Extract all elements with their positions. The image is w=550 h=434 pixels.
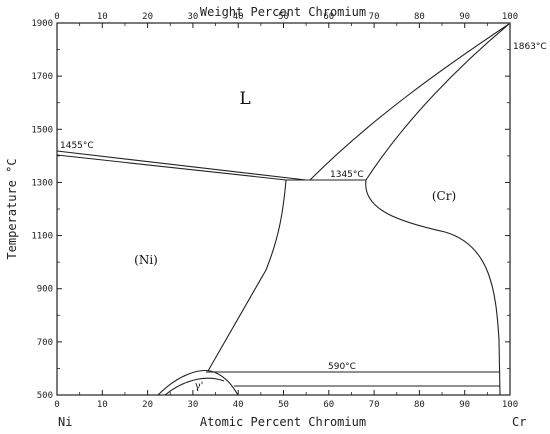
bottom-tick-label: 10 [97,400,108,410]
left-tick-label: 500 [37,391,53,401]
left-tick-label: 1700 [31,72,53,82]
left-tick-label: 700 [37,338,53,348]
annotation-ni-melting: 1455°C [60,141,94,151]
top-tick-label: 20 [142,12,153,22]
left-axis-title: Temperature °C [5,158,19,259]
liquidus-cr-side [309,23,510,181]
top-axis-ticks: 0 10 20 30 40 50 60 70 80 90 100 [54,12,518,28]
top-tick-label: 80 [414,12,425,22]
top-tick-label: 50 [278,12,289,22]
bottom-axis-ticks: 0 10 20 30 40 50 60 70 80 90 100 [54,390,518,410]
left-axis-ticks: 500 700 900 1100 1300 1500 1700 1900 [31,19,62,401]
bottom-tick-label: 30 [187,400,198,410]
left-tick-label: 1300 [31,178,53,188]
liquidus-ni-side [56,150,307,181]
bottom-tick-label: 80 [414,400,425,410]
phase-boundaries [56,23,510,396]
bottom-tick-label: 90 [459,400,470,410]
phase-label-liquid: L [239,89,250,109]
phase-label-ni: (Ni) [134,253,158,267]
left-tick-label: 1100 [31,232,53,242]
right-axis-ticks [505,22,510,396]
bottom-tick-label: 40 [233,400,244,410]
gamma-prime-inner [164,377,225,396]
top-tick-label: 60 [323,12,334,22]
top-tick-label: 0 [54,12,59,22]
top-tick-label: 30 [187,12,198,22]
left-tick-label: 1900 [31,19,53,29]
top-tick-label: 70 [369,12,380,22]
annotation-cr-melting: 1863°C [513,42,547,52]
plot-frame [56,22,511,396]
annotation-eutectic: 1345°C [330,170,364,180]
top-tick-label: 100 [502,12,518,22]
phase-label-gamma-prime: γ' [195,381,204,392]
top-tick-label: 40 [233,12,244,22]
bottom-tick-label: 70 [369,400,380,410]
top-axis-title: Weight Percent Chromium [200,5,366,19]
left-tick-label: 1500 [31,125,53,135]
bottom-tick-label: 100 [502,400,518,410]
phase-label-cr: (Cr) [432,189,456,203]
ni-solvus [207,179,287,372]
bottom-tick-label: 20 [142,400,153,410]
solidus-cr-side [365,23,510,181]
bottom-tick-label: 50 [278,400,289,410]
top-tick-label: 90 [459,12,470,22]
left-component-label: Ni [58,415,72,429]
bottom-axis-title: Atomic Percent Chromium [200,415,366,429]
left-tick-label: 900 [37,285,53,295]
bottom-tick-label: 60 [323,400,334,410]
annotation-590: 590°C [328,362,356,372]
solidus-ni-side [56,154,287,181]
right-component-label: Cr [512,415,526,429]
bottom-tick-label: 0 [54,400,59,410]
cr-solvus [365,179,501,396]
gamma-prime-dome [157,370,239,396]
top-tick-label: 10 [97,12,108,22]
